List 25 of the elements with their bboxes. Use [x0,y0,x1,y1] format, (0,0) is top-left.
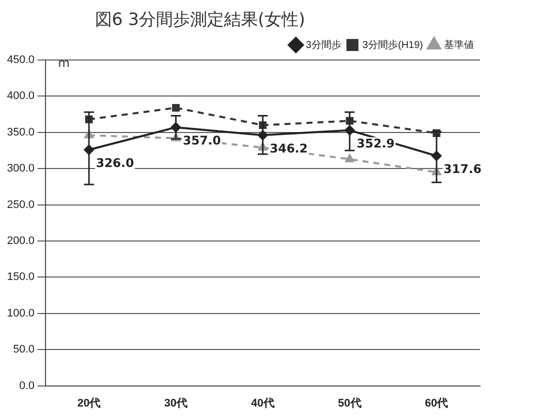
legend-label: 3分間歩 [306,38,342,51]
legend-label: 3分間歩(H19) [362,38,424,51]
y-tick-label: 0.0 [19,380,35,392]
data-label: 317.6 [444,162,482,176]
chart-title: 図6 3分間歩測定結果(女性) [94,9,306,31]
y-tick-label: 150.0 [6,271,35,284]
y-tick-label: 400.0 [6,90,35,102]
y-tick-label: 250.0 [6,198,35,211]
data-label: 352.9 [356,136,395,150]
y-tick-label: 450.0 [6,54,35,66]
y-axis-title: m [58,56,70,70]
data-label: 326.0 [96,156,134,170]
x-tick-label: 50代 [338,397,362,410]
y-tick-label: 50.0 [13,344,35,356]
y-tick-label: 200.0 [6,235,35,248]
data-label: 357.0 [182,133,221,148]
y-tick-label: 300.0 [6,162,35,175]
x-tick-label: 40代 [251,397,274,410]
data-label: 346.2 [270,141,308,156]
x-tick-label: 30代 [164,397,188,410]
legend-label: 基準値 [444,38,474,51]
x-tick-label: 60代 [424,397,448,410]
y-tick-label: 100.0 [6,307,35,320]
y-tick-label: 350.0 [6,126,35,138]
x-tick-label: 20代 [77,397,101,410]
